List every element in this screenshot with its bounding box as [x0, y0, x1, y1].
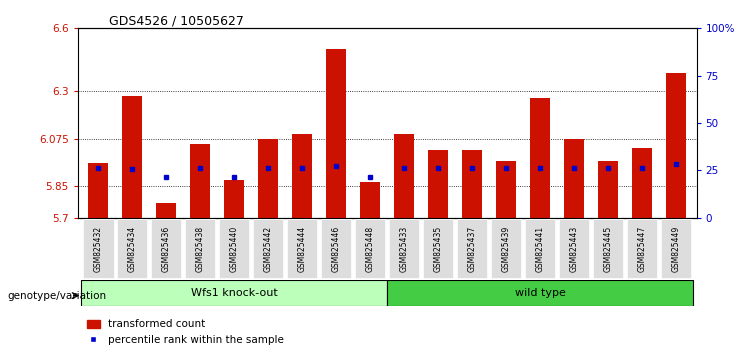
FancyBboxPatch shape	[82, 280, 387, 306]
FancyBboxPatch shape	[389, 219, 419, 278]
FancyBboxPatch shape	[287, 219, 317, 278]
FancyBboxPatch shape	[355, 219, 385, 278]
Bar	[88, 163, 108, 218]
Legend: transformed count, percentile rank within the sample: transformed count, percentile rank withi…	[83, 315, 288, 349]
Text: GSM825445: GSM825445	[604, 225, 613, 272]
FancyBboxPatch shape	[559, 219, 589, 278]
Bar	[564, 139, 585, 218]
Text: GSM825435: GSM825435	[433, 225, 442, 272]
Text: GSM825432: GSM825432	[93, 225, 103, 272]
Bar	[496, 161, 516, 218]
Bar	[394, 133, 414, 218]
Bar	[462, 150, 482, 218]
Bar	[598, 161, 618, 218]
Bar	[258, 139, 279, 218]
Text: genotype/variation: genotype/variation	[7, 291, 107, 301]
FancyBboxPatch shape	[457, 219, 488, 278]
Bar	[292, 133, 313, 218]
Text: wild type: wild type	[515, 288, 565, 298]
FancyBboxPatch shape	[627, 219, 657, 278]
Bar	[326, 49, 346, 218]
Bar	[428, 150, 448, 218]
Text: Wfs1 knock-out: Wfs1 knock-out	[191, 288, 278, 298]
FancyBboxPatch shape	[253, 219, 284, 278]
Text: GDS4526 / 10505627: GDS4526 / 10505627	[109, 14, 244, 27]
FancyBboxPatch shape	[219, 219, 250, 278]
Text: GSM825449: GSM825449	[671, 225, 681, 272]
Bar	[632, 148, 652, 218]
Text: GSM825442: GSM825442	[264, 225, 273, 272]
Bar	[122, 96, 142, 218]
Text: GSM825440: GSM825440	[230, 225, 239, 272]
Text: GSM825441: GSM825441	[536, 225, 545, 272]
Bar	[224, 180, 245, 218]
FancyBboxPatch shape	[151, 219, 182, 278]
Bar	[156, 203, 176, 218]
Bar	[530, 98, 551, 218]
Text: GSM825439: GSM825439	[502, 225, 511, 272]
FancyBboxPatch shape	[661, 219, 691, 278]
Text: GSM825448: GSM825448	[365, 225, 375, 272]
FancyBboxPatch shape	[185, 219, 216, 278]
Text: GSM825437: GSM825437	[468, 225, 476, 272]
FancyBboxPatch shape	[525, 219, 556, 278]
FancyBboxPatch shape	[593, 219, 623, 278]
Text: GSM825444: GSM825444	[298, 225, 307, 272]
Text: GSM825436: GSM825436	[162, 225, 170, 272]
FancyBboxPatch shape	[117, 219, 147, 278]
FancyBboxPatch shape	[491, 219, 522, 278]
FancyBboxPatch shape	[321, 219, 351, 278]
Text: GSM825446: GSM825446	[332, 225, 341, 272]
FancyBboxPatch shape	[423, 219, 453, 278]
FancyBboxPatch shape	[83, 219, 113, 278]
Text: GSM825443: GSM825443	[570, 225, 579, 272]
Text: GSM825447: GSM825447	[638, 225, 647, 272]
Bar	[666, 73, 686, 218]
FancyBboxPatch shape	[387, 280, 693, 306]
Text: GSM825433: GSM825433	[399, 225, 409, 272]
Bar	[360, 182, 380, 218]
Bar	[190, 144, 210, 218]
Text: GSM825438: GSM825438	[196, 225, 205, 272]
Text: GSM825434: GSM825434	[127, 225, 136, 272]
